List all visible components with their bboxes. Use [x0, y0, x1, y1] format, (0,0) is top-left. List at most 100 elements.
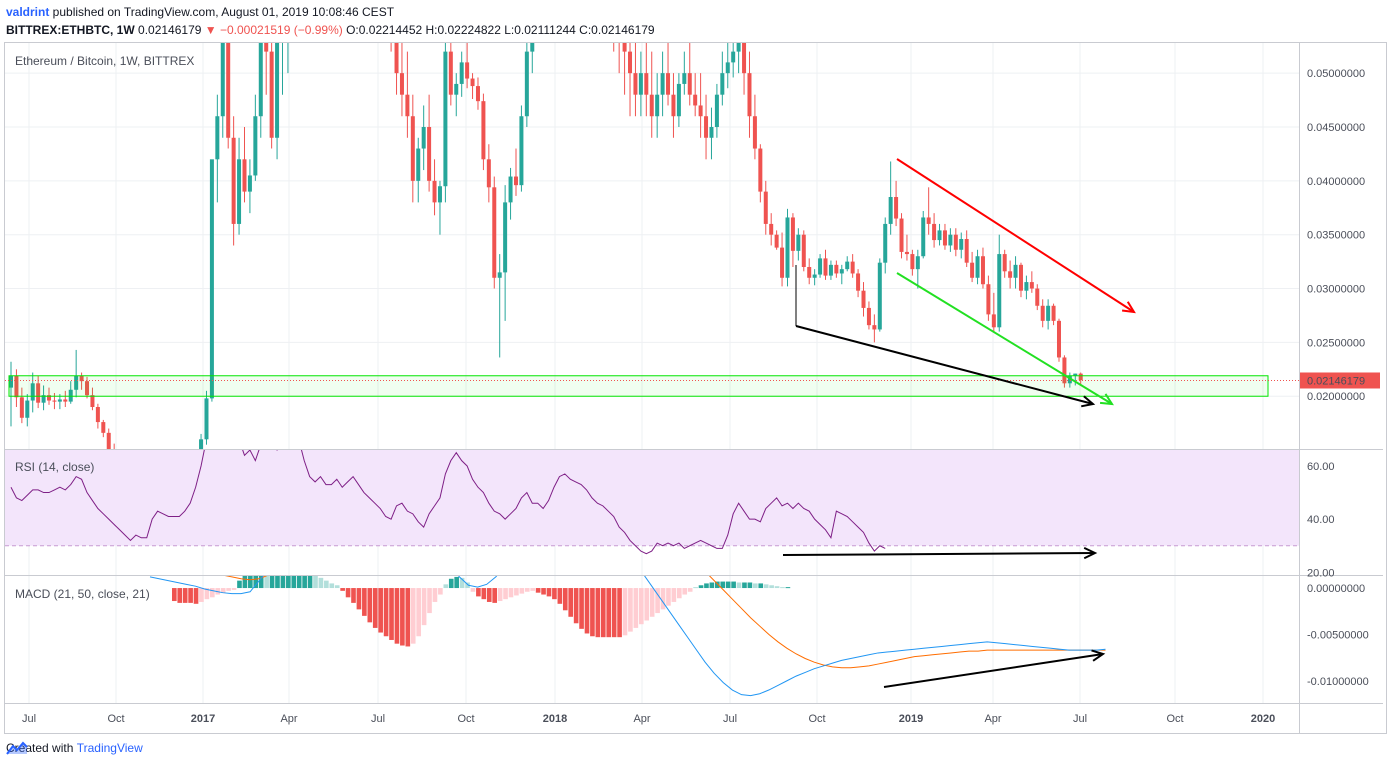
- candle-body: [204, 398, 209, 440]
- candle-body: [101, 422, 106, 433]
- footer: Created with TradingView: [6, 741, 143, 755]
- price-tick-label: 0.04000000: [1307, 176, 1365, 188]
- last-price-tag-label: 0.02146179: [1307, 375, 1365, 387]
- macd-histogram-bar: [324, 580, 329, 589]
- macd-histogram-bar: [231, 588, 237, 590]
- candle-body: [9, 375, 13, 388]
- candle-body: [904, 251, 909, 255]
- rsi-line: [10, 450, 886, 555]
- macd-histogram-bar: [552, 588, 557, 600]
- price-pane-title: Ethereum / Bitcoin, 1W, BITTREX: [15, 54, 194, 68]
- candle-body: [866, 307, 871, 326]
- macd-divergence-line-head: [1091, 649, 1106, 662]
- candle-body: [818, 258, 823, 275]
- macd-histogram-bar: [600, 588, 606, 638]
- candle-body: [899, 218, 904, 252]
- chart-canvas[interactable]: Jul Oct 2017 Apr Jul Oct 2018 Apr Jul Oct 2019 Apr J…: [0, 0, 1391, 740]
- tradingview-brand-link[interactable]: TradingView: [76, 741, 143, 755]
- macd-histogram-bar: [584, 588, 590, 634]
- price-divergence-line: [795, 325, 1094, 405]
- candle-body: [52, 400, 57, 402]
- candle-body: [975, 256, 980, 278]
- candle-body: [1035, 288, 1040, 306]
- x-tick-label: 2018: [543, 713, 567, 725]
- candle-body: [443, 51, 448, 187]
- macd-histogram-bar: [687, 588, 693, 592]
- price-tick-label: 0.03500000: [1307, 230, 1365, 242]
- candle-body: [731, 51, 736, 63]
- candle-body: [475, 86, 480, 102]
- rsi-tick-label: 60.00: [1307, 461, 1335, 473]
- rsi-pane-title: RSI (14, close): [15, 460, 94, 474]
- candle-body: [937, 230, 942, 241]
- macd-histogram-bar: [182, 588, 188, 603]
- macd-histogram-bar: [753, 583, 758, 589]
- candle-body: [437, 186, 442, 203]
- candle-body: [1046, 305, 1051, 321]
- x-tick-label: Apr: [280, 713, 297, 725]
- candle-body: [980, 256, 985, 285]
- candle-body: [226, 43, 231, 138]
- candle-body: [524, 51, 529, 117]
- candle-body: [286, 0, 290, 9]
- candle-body: [90, 395, 95, 407]
- wedge-upper-trendline-head: [1121, 301, 1136, 314]
- macd-histogram-bar: [280, 576, 286, 589]
- candle-body: [850, 261, 855, 274]
- macd-histogram-bar: [416, 588, 421, 637]
- candle-body: [242, 159, 247, 192]
- macd-histogram-bar: [454, 576, 459, 589]
- macd-histogram-bar: [606, 588, 612, 638]
- macd-histogram-bar: [785, 587, 791, 589]
- candle-body: [959, 239, 964, 250]
- price-tick-label: 0.02000000: [1307, 391, 1365, 403]
- candle-body: [1008, 271, 1013, 278]
- publish-line: valdrint published on TradingView.com, A…: [6, 5, 394, 19]
- macd-histogram-bar: [666, 588, 671, 606]
- candle-body: [247, 175, 252, 192]
- macd-histogram-bar: [731, 581, 736, 589]
- candle-body: [823, 258, 828, 276]
- macd-histogram-bar: [210, 588, 215, 598]
- author-link[interactable]: valdrint: [6, 5, 50, 19]
- candle-body: [997, 254, 1002, 328]
- macd-histogram-bar: [177, 588, 183, 603]
- candle-body: [530, 43, 535, 52]
- candle-body: [845, 261, 850, 270]
- candle-body: [812, 274, 817, 278]
- macd-histogram-bar: [628, 588, 633, 632]
- candle-body: [253, 116, 258, 176]
- candle-body: [394, 43, 399, 74]
- macd-histogram: [172, 576, 791, 647]
- candle-body: [1056, 320, 1061, 358]
- macd-histogram-bar: [541, 588, 546, 595]
- tradingview-logo-icon: [6, 741, 28, 755]
- candle-body: [617, 9, 621, 31]
- candle-body: [991, 314, 996, 328]
- candle-body: [638, 73, 643, 95]
- macd-histogram-bar: [747, 582, 753, 589]
- candle-body: [1040, 305, 1045, 321]
- candle-body: [633, 73, 638, 95]
- candle-body: [1067, 375, 1072, 384]
- x-tick-label: 2017: [191, 713, 215, 725]
- macd-histogram-bar: [655, 588, 660, 614]
- candle-body: [861, 290, 866, 308]
- candle-body: [416, 148, 421, 181]
- candle-body: [281, 9, 285, 31]
- macd-histogram-bar: [220, 588, 226, 593]
- candle-body: [687, 73, 692, 95]
- candle-body: [725, 62, 730, 74]
- candle-body: [660, 73, 665, 95]
- candle-body: [405, 94, 410, 117]
- candle-body: [682, 73, 687, 84]
- candle-body: [780, 247, 785, 278]
- macd-histogram-bar: [736, 582, 742, 589]
- chart-frame[interactable]: [4, 42, 1387, 734]
- candle-body: [763, 191, 768, 224]
- macd-histogram-bar: [579, 588, 584, 629]
- macd-histogram-bar: [329, 583, 335, 589]
- macd-histogram-bar: [432, 588, 438, 602]
- candle-body: [915, 256, 920, 270]
- x-tick-label: Oct: [107, 713, 124, 725]
